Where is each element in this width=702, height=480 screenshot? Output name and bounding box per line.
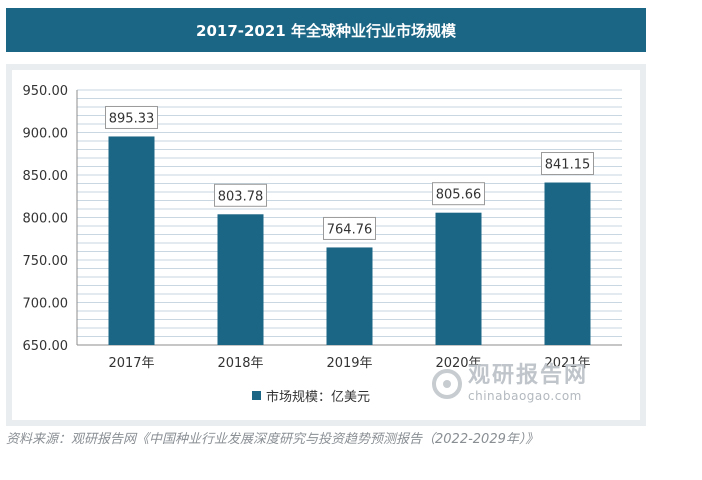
y-tick-label: 850.00 — [23, 169, 69, 184]
watermark-name: 观研报告网 — [468, 363, 589, 388]
watermark: 观研报告网 chinabaogao.com — [432, 365, 588, 402]
data-label: 764.76 — [327, 222, 373, 237]
data-label-box — [214, 183, 267, 207]
x-tick-label: 2017年 — [108, 356, 154, 371]
source-note: 资料来源：观研报告网《中国种业行业发展深度研究与投资趋势预测报告（2022-20… — [6, 432, 539, 447]
watermark-logo-icon — [432, 368, 462, 399]
x-tick-label: 2020年 — [435, 356, 481, 371]
y-tick-label: 750.00 — [23, 254, 69, 269]
chart-title: 2017-2021 年全球种业行业市场规模 — [196, 21, 456, 40]
y-tick-label: 800.00 — [23, 212, 69, 227]
data-label-box — [432, 182, 485, 206]
chart-title-bar: 2017-2021 年全球种业行业市场规模 — [6, 8, 646, 52]
bar — [326, 247, 373, 345]
data-label: 895.33 — [109, 111, 155, 126]
data-label: 841.15 — [545, 158, 591, 173]
data-label-box — [541, 152, 594, 176]
data-label: 805.66 — [436, 188, 482, 203]
bar — [435, 212, 482, 345]
y-tick-label: 950.00 — [23, 84, 69, 99]
data-label-box — [323, 216, 376, 240]
bar — [108, 136, 155, 345]
y-tick-label: 650.00 — [23, 339, 69, 354]
bar — [217, 214, 264, 345]
y-tick-label: 900.00 — [23, 127, 69, 142]
legend-swatch — [252, 391, 261, 400]
y-tick-label: 700.00 — [23, 297, 69, 312]
data-label: 803.78 — [218, 189, 264, 204]
legend-box — [244, 382, 402, 410]
legend-label: 市场规模：亿美元 — [266, 389, 370, 405]
x-tick-label: 2019年 — [326, 356, 372, 371]
x-tick-label: 2021年 — [544, 356, 590, 371]
data-label-box — [105, 105, 158, 129]
watermark-url: chinabaogao.com — [468, 389, 582, 403]
x-tick-label: 2018年 — [217, 356, 263, 371]
bar — [544, 182, 591, 345]
